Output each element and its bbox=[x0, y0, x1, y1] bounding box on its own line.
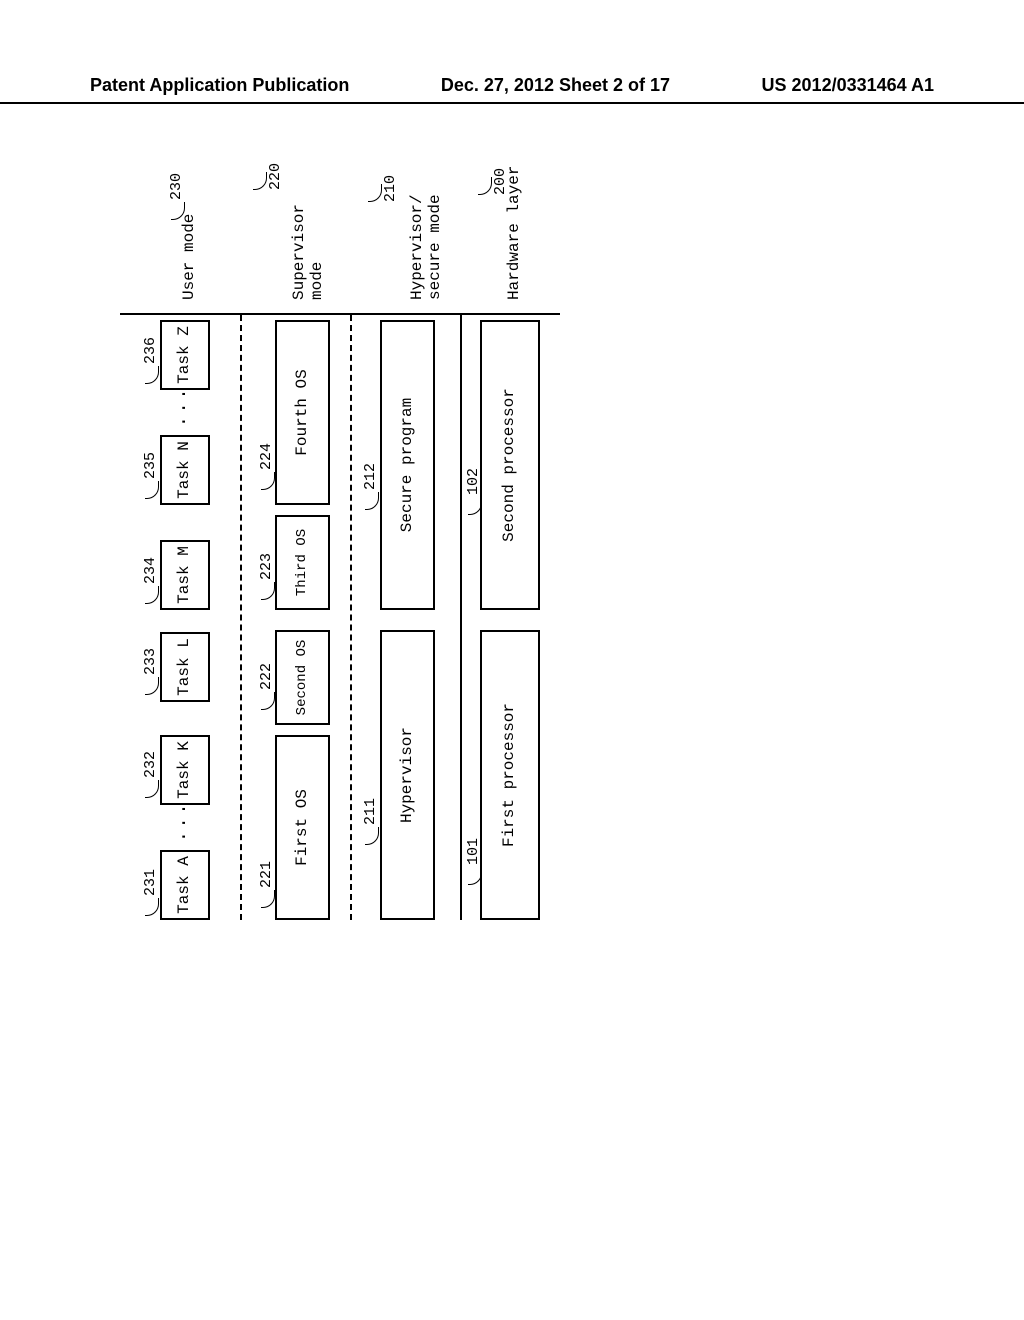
fourth-os-box: Fourth OS bbox=[275, 320, 330, 505]
task-n-ref: 235 bbox=[142, 452, 159, 499]
supervisor-mode-label: Supervisor mode bbox=[290, 160, 326, 300]
task-l-label: Task L bbox=[176, 638, 194, 696]
fourth-os-ref: 224 bbox=[258, 443, 275, 490]
secure-program-box: Secure program bbox=[380, 320, 435, 610]
first-os-ref: 221 bbox=[258, 861, 275, 908]
hypervisor-ref: 211 bbox=[362, 798, 379, 845]
dots-nz: ··· bbox=[175, 386, 195, 427]
header-center: Dec. 27, 2012 Sheet 2 of 17 bbox=[441, 75, 670, 96]
hypervisor-label: Hypervisor bbox=[399, 727, 417, 823]
dots-ak: ··· bbox=[175, 801, 195, 842]
first-os-box: First OS bbox=[275, 735, 330, 920]
divider-hypervisor-hardware bbox=[460, 315, 462, 920]
task-m-label: Task M bbox=[176, 546, 194, 604]
task-n-box: Task N bbox=[160, 435, 210, 505]
fourth-os-label: Fourth OS bbox=[294, 369, 312, 455]
task-k-box: Task K bbox=[160, 735, 210, 805]
task-m-box: Task M bbox=[160, 540, 210, 610]
second-os-ref: 222 bbox=[258, 663, 275, 710]
hypervisor-mode-ref: 210 bbox=[365, 160, 399, 202]
third-os-ref: 223 bbox=[258, 553, 275, 600]
hypervisor-mode-label: Hypervisor/ secure mode bbox=[390, 194, 444, 300]
first-processor-ref: 101 bbox=[465, 838, 482, 885]
third-os-box: Third OS bbox=[275, 515, 330, 610]
task-m-ref: 234 bbox=[142, 557, 159, 604]
hypervisor-box: Hypervisor bbox=[380, 630, 435, 920]
supervisor-mode-ref: 220 bbox=[250, 160, 284, 190]
diagram-inner: First processor 101 Second processor 102… bbox=[120, 160, 760, 920]
second-processor-box: Second processor bbox=[480, 320, 540, 610]
task-l-ref: 233 bbox=[142, 648, 159, 695]
first-processor-box: First processor bbox=[480, 630, 540, 920]
second-os-label: Second OS bbox=[295, 640, 310, 716]
second-processor-label: Second processor bbox=[501, 388, 519, 542]
figure-diagram: First processor 101 Second processor 102… bbox=[120, 280, 880, 920]
header-left: Patent Application Publication bbox=[90, 75, 349, 96]
hardware-layer-ref: 200 bbox=[475, 160, 509, 195]
user-mode-label: User mode bbox=[180, 214, 198, 300]
task-a-box: Task A bbox=[160, 850, 210, 920]
page-header: Patent Application Publication Dec. 27, … bbox=[0, 75, 1024, 104]
first-processor-label: First processor bbox=[501, 703, 519, 847]
task-z-box: Task Z bbox=[160, 320, 210, 390]
second-processor-ref: 102 bbox=[465, 468, 482, 515]
secure-program-label: Secure program bbox=[399, 398, 417, 532]
mode-separator bbox=[120, 313, 560, 315]
secure-program-ref: 212 bbox=[362, 463, 379, 510]
user-mode-ref: 230 bbox=[168, 173, 185, 220]
header-right: US 2012/0331464 A1 bbox=[762, 75, 934, 96]
task-a-ref: 231 bbox=[142, 869, 159, 916]
task-l-box: Task L bbox=[160, 632, 210, 702]
task-z-ref: 236 bbox=[142, 337, 159, 384]
task-k-label: Task K bbox=[176, 741, 194, 799]
divider-supervisor-hypervisor bbox=[350, 315, 352, 920]
task-a-label: Task A bbox=[176, 856, 194, 914]
third-os-label: Third OS bbox=[295, 529, 310, 596]
second-os-box: Second OS bbox=[275, 630, 330, 725]
task-n-label: Task N bbox=[176, 441, 194, 499]
first-os-label: First OS bbox=[294, 789, 312, 866]
divider-user-supervisor bbox=[240, 315, 242, 920]
task-k-ref: 232 bbox=[142, 751, 159, 798]
task-z-label: Task Z bbox=[176, 326, 194, 384]
